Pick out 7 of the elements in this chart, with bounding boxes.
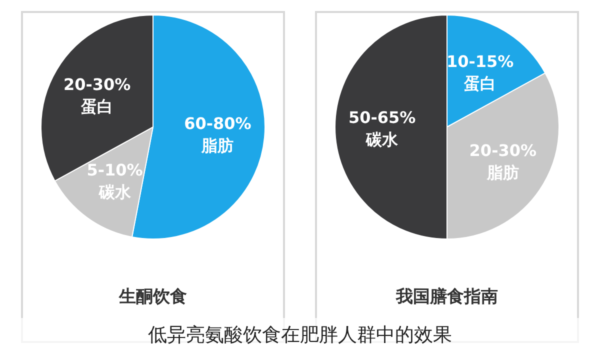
slice-label: 50-65% 碳水 — [348, 108, 416, 149]
slice-label: 10-15% 蛋白 — [446, 52, 514, 94]
text: 我国膳食指南 — [395, 287, 498, 307]
slice-label: 20-30% 蛋白 — [63, 74, 131, 116]
text: 低异亮氨酸饮食在肥胖人群中的效果 — [148, 324, 452, 346]
text: 生酮饮食 — [118, 287, 187, 307]
slice-label: 60-80% 脂肪 — [184, 114, 252, 156]
